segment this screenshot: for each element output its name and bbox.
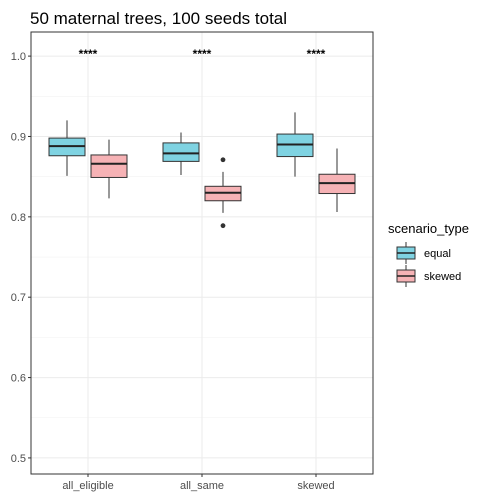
box-equal-all_same bbox=[163, 132, 199, 175]
legend-item-equal: equal bbox=[397, 242, 451, 264]
y-tick-label: 1.0 bbox=[11, 51, 26, 63]
plot-area: 0.5 0.6 0.7 0.8 0.9 1.0 all_eligible all_same sk… bbox=[11, 32, 373, 492]
legend-item-skewed: skewed bbox=[397, 265, 461, 287]
outlier-point bbox=[221, 223, 226, 228]
x-tick-label: all_eligible bbox=[62, 480, 113, 492]
box-equal-skewed bbox=[277, 112, 313, 176]
legend-label: skewed bbox=[424, 271, 461, 283]
box-iqr bbox=[163, 143, 199, 161]
y-tick-label: 0.6 bbox=[11, 373, 26, 385]
box-equal-all_eligible bbox=[49, 120, 85, 175]
box-skewed-all_eligible bbox=[91, 140, 127, 199]
significance-label: **** bbox=[193, 47, 212, 61]
legend-title: scenario_type bbox=[388, 221, 469, 236]
chart-title: 50 maternal trees, 100 seeds total bbox=[30, 9, 287, 28]
box-skewed-skewed bbox=[319, 149, 355, 212]
legend: scenario_type equal skewed bbox=[388, 221, 469, 287]
x-tick-label: skewed bbox=[297, 480, 334, 492]
significance-label: **** bbox=[307, 47, 326, 61]
outlier-point bbox=[221, 157, 226, 162]
y-tick-label: 0.9 bbox=[11, 131, 26, 143]
y-tick-label: 0.7 bbox=[11, 292, 26, 304]
box-iqr bbox=[91, 155, 127, 178]
y-tick-label: 0.8 bbox=[11, 212, 26, 224]
y-tick-label: 0.5 bbox=[11, 453, 26, 465]
box-skewed-all_same bbox=[205, 157, 241, 228]
x-tick-label: all_same bbox=[180, 480, 224, 492]
significance-label: **** bbox=[79, 47, 98, 61]
legend-label: equal bbox=[424, 248, 451, 260]
